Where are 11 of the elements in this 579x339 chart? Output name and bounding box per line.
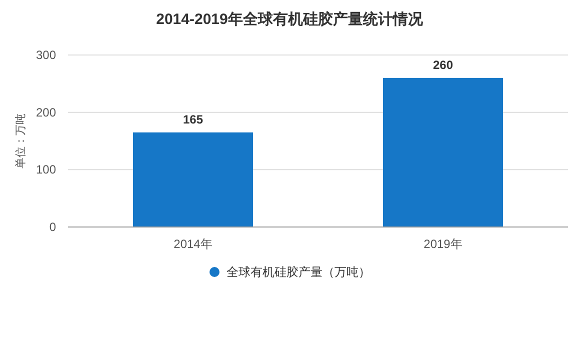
legend-label: 全球有机硅胶产量（万吨） [226, 265, 370, 279]
y-tick-label: 100 [36, 162, 56, 177]
chart-title: 2014-2019年全球有机硅胶产量统计情况 [156, 10, 424, 28]
y-tick-label: 300 [36, 48, 56, 62]
x-tick-label: 2019年 [424, 237, 462, 251]
data-label: 165 [182, 112, 204, 126]
y-axis-title: 单位：万吨 [14, 114, 27, 168]
x-tick-label: 2014年 [174, 237, 212, 251]
data-label: 260 [432, 58, 454, 72]
y-tick-label: 0 [49, 220, 56, 234]
y-tick-label: 200 [36, 105, 56, 120]
